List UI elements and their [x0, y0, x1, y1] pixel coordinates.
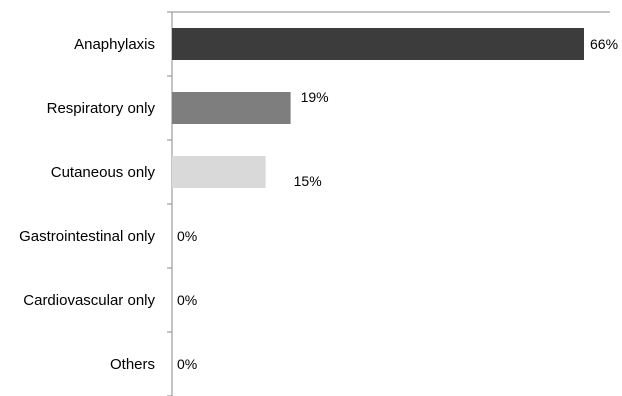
- value-label: 66%: [590, 36, 618, 52]
- category-label: Gastrointestinal only: [19, 228, 155, 245]
- bar: [172, 92, 291, 124]
- category-label: Respiratory only: [47, 100, 156, 117]
- value-label: 0%: [177, 228, 197, 244]
- category-label: Others: [110, 356, 155, 373]
- category-label: Cardiovascular only: [23, 292, 155, 309]
- bar: [172, 156, 266, 188]
- value-label: 19%: [301, 89, 329, 105]
- value-label: 15%: [294, 173, 322, 189]
- value-label: 0%: [177, 356, 197, 372]
- value-label: 0%: [177, 292, 197, 308]
- bar: [172, 28, 584, 60]
- category-label: Cutaneous only: [51, 164, 156, 181]
- category-label: Anaphylaxis: [74, 36, 155, 53]
